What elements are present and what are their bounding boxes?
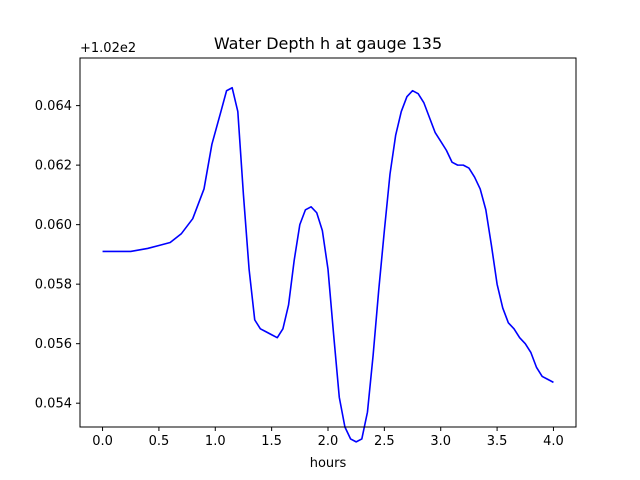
- x-tick-label: 3.5: [487, 434, 508, 449]
- y-axis-ticks: 0.054 0.056 0.058 0.060 0.062 0.064: [35, 99, 80, 412]
- x-tick-label: 1.0: [205, 434, 226, 449]
- y-tick-label: 0.064: [35, 99, 72, 114]
- y-tick-label: 0.054: [35, 397, 72, 412]
- x-tick-label: 0.5: [149, 434, 170, 449]
- y-tick-label: 0.058: [35, 278, 72, 293]
- x-tick-label: 2.5: [374, 434, 395, 449]
- x-tick-label: 3.0: [430, 434, 451, 449]
- y-tick-label: 0.062: [35, 159, 72, 174]
- x-axis-ticks: 0.0 0.5 1.0 1.5 2.0 2.5 3.0 3.5 4.0: [92, 427, 564, 449]
- y-tick-label: 0.060: [35, 218, 72, 233]
- chart-title: Water Depth h at gauge 135: [214, 34, 442, 53]
- y-tick-label: 0.056: [35, 337, 72, 352]
- y-offset-label: +1.02e2: [80, 41, 136, 56]
- x-axis-label: hours: [310, 456, 347, 471]
- x-tick-label: 4.0: [543, 434, 564, 449]
- x-tick-label: 0.0: [92, 434, 113, 449]
- x-tick-label: 1.5: [261, 434, 282, 449]
- series-line-0: [102, 86, 554, 443]
- x-tick-label: 2.0: [318, 434, 339, 449]
